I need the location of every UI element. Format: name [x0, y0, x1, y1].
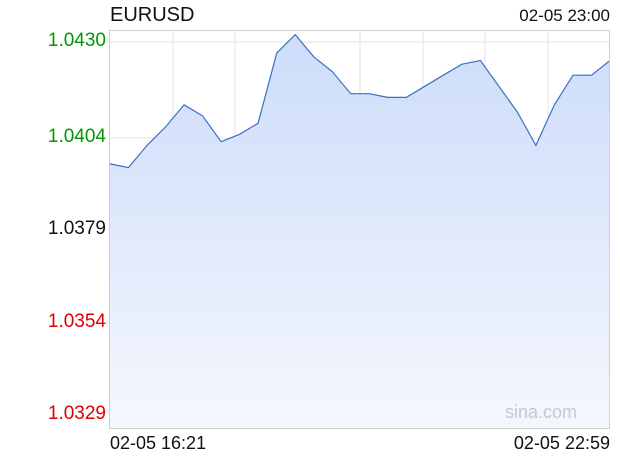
watermark: sina.com [505, 402, 578, 422]
y-tick-label: 1.0379 [47, 218, 106, 240]
y-tick-label: 1.0354 [47, 310, 106, 332]
y-tick-label: 1.0404 [47, 126, 106, 148]
chart-title: EURUSD [110, 4, 195, 26]
price-line [109, 33, 611, 169]
x-end-label: 02-05 22:59 [513, 433, 610, 453]
x-start-label: 02-05 16:21 [110, 433, 207, 453]
y-tick-label: 1.0329 [47, 403, 106, 424]
timestamp: 02-05 23:00 [519, 6, 610, 25]
plot-frame [109, 30, 610, 429]
y-tick-label: 1.0430 [47, 30, 106, 51]
price-area [110, 34, 610, 428]
